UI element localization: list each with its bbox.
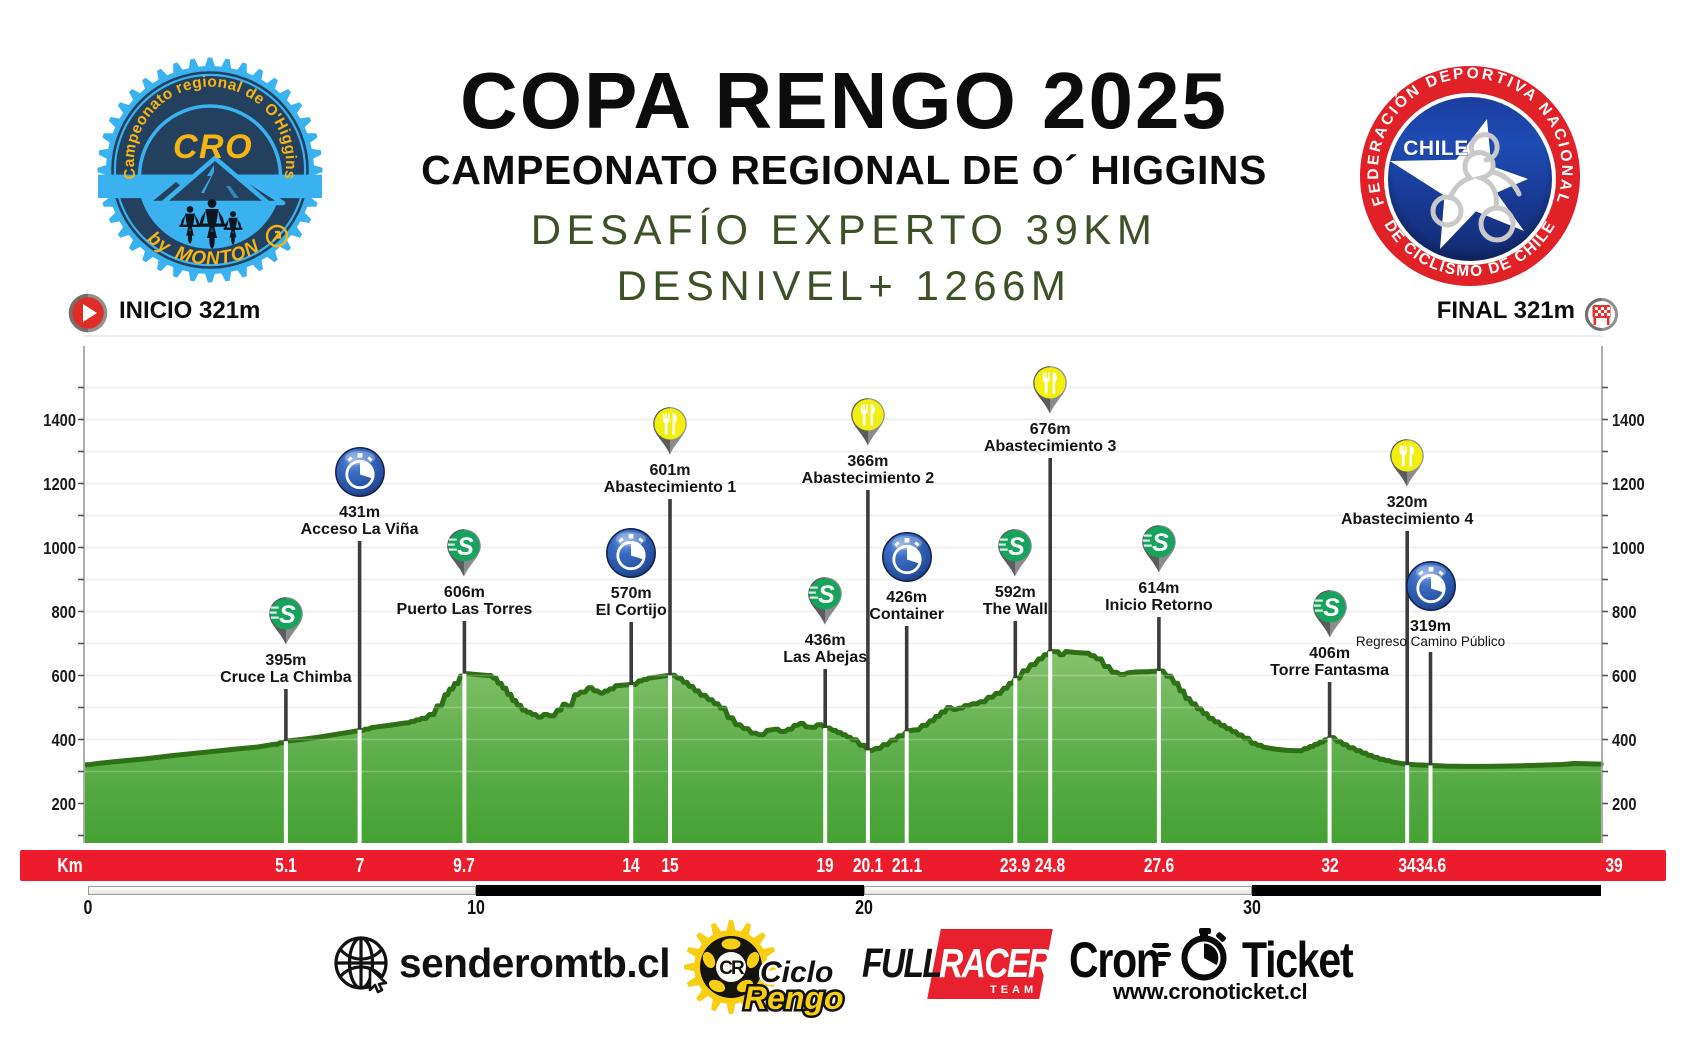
svg-text:CR: CR [719, 958, 745, 979]
svg-text:CHILE: CHILE [1403, 137, 1469, 160]
svg-text:S: S [1323, 594, 1340, 622]
svg-text:S: S [279, 601, 296, 629]
svg-text:S: S [458, 533, 475, 561]
svg-text:Ciclo: Ciclo [760, 956, 833, 989]
svg-text:S: S [818, 581, 835, 609]
svg-text:Rengo: Rengo [744, 980, 844, 1016]
svg-text:S: S [1008, 533, 1025, 561]
svg-text:CRO: CRO [173, 128, 253, 166]
svg-text:S: S [1152, 529, 1169, 557]
